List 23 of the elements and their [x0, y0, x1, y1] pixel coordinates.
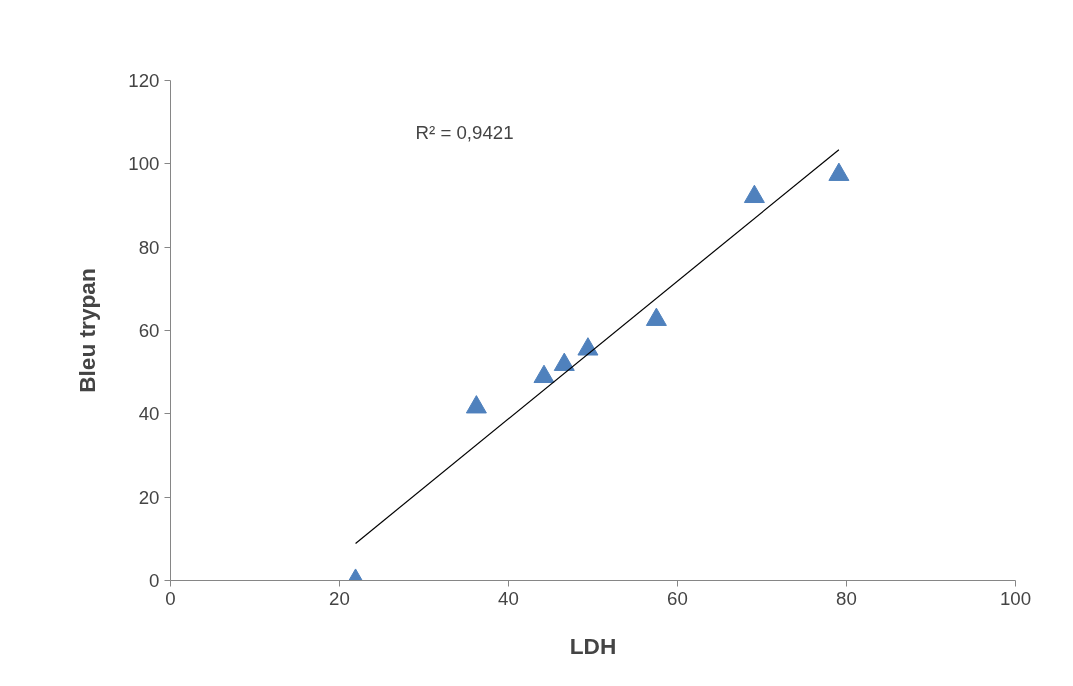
y-tick-label: 0	[149, 570, 160, 591]
x-tick-label: 100	[999, 587, 1032, 609]
point	[828, 162, 850, 181]
point	[743, 184, 765, 204]
y-tick-label: 80	[138, 236, 160, 258]
annotation: R² = 0,9421	[415, 122, 514, 143]
y-tick-label: 20	[138, 486, 160, 508]
x-tick-label: 60	[667, 587, 688, 609]
x-tick-label: 20	[329, 587, 350, 609]
point	[533, 364, 555, 384]
y-tick-label: 100	[128, 153, 160, 175]
point	[645, 307, 667, 326]
y-axis-title: Bleu trypan	[74, 268, 101, 393]
x-tick-label: 80	[836, 587, 857, 609]
point	[577, 337, 599, 356]
x-tick-label: 0	[165, 587, 176, 609]
point	[465, 395, 487, 414]
y-tick-label: 120	[128, 70, 160, 91]
y-tick-label: 40	[138, 403, 160, 425]
point	[553, 352, 575, 371]
x-axis-title: LDH	[569, 632, 617, 659]
y-tick-label: 60	[138, 320, 160, 341]
x-tick-label: 40	[498, 587, 519, 609]
